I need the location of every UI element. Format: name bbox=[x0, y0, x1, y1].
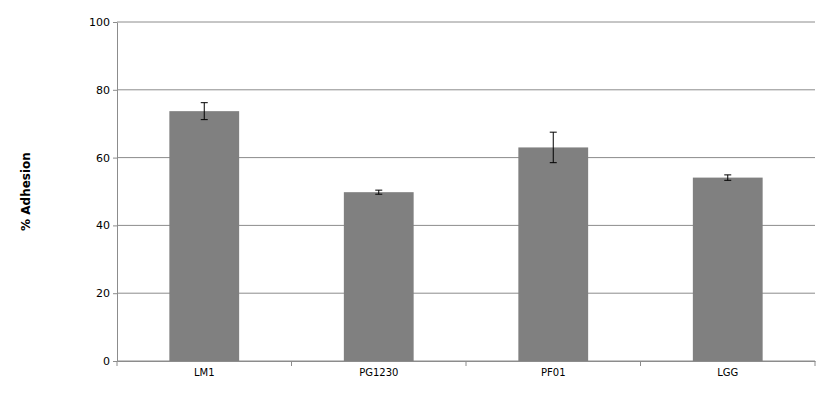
x-separator bbox=[466, 361, 467, 366]
error-bar-line bbox=[724, 175, 731, 180]
x-tick: LGG bbox=[717, 361, 738, 378]
y-tick: 20 bbox=[96, 287, 117, 300]
y-tick-label: 80 bbox=[96, 84, 110, 97]
error-bar bbox=[201, 103, 208, 120]
x-tick: PG1230 bbox=[359, 361, 398, 378]
x-tick: LM1 bbox=[194, 361, 215, 378]
y-tick-label: 40 bbox=[96, 219, 110, 232]
x-tick-label: PF01 bbox=[541, 367, 566, 378]
y-tick-mark bbox=[113, 22, 117, 23]
y-tick-label: 0 bbox=[103, 355, 110, 368]
y-tick: 80 bbox=[96, 84, 117, 97]
y-tick-mark bbox=[113, 293, 117, 294]
x-tick-label: PG1230 bbox=[359, 367, 398, 378]
y-tick: 60 bbox=[96, 152, 117, 165]
y-tick: 100 bbox=[89, 16, 117, 29]
y-tick-mark bbox=[113, 158, 117, 159]
y-tick: 0 bbox=[103, 355, 117, 368]
y-axis-title: % Adhesion bbox=[19, 152, 33, 231]
x-tick-label: LM1 bbox=[194, 367, 215, 378]
error-bar bbox=[724, 175, 731, 180]
bars bbox=[169, 103, 762, 361]
x-tick-label: LGG bbox=[717, 367, 738, 378]
grid-line bbox=[117, 22, 815, 23]
plot: 0 20 40 60 80 100 LM1 PG1230 PF01 LGG bbox=[89, 16, 816, 378]
y-axis: 0 20 40 60 80 100 bbox=[89, 16, 118, 368]
y-tick-label: 20 bbox=[96, 287, 110, 300]
x-separator bbox=[815, 361, 816, 366]
error-bar-line bbox=[375, 190, 382, 194]
grid bbox=[117, 22, 815, 361]
error-bar-line bbox=[201, 103, 208, 120]
x-axis: LM1 PG1230 PF01 LGG bbox=[117, 361, 816, 378]
bar bbox=[693, 178, 763, 361]
x-tick: PF01 bbox=[541, 361, 566, 378]
y-tick-label: 60 bbox=[96, 152, 110, 165]
y-tick-mark bbox=[113, 361, 117, 362]
y-axis-line bbox=[117, 23, 118, 362]
error-bar-line bbox=[550, 132, 557, 163]
error-bar bbox=[375, 190, 382, 194]
y-tick-mark bbox=[113, 90, 117, 91]
x-separator bbox=[640, 361, 641, 366]
y-tick-mark bbox=[113, 225, 117, 226]
x-separators bbox=[117, 361, 815, 366]
error-bar bbox=[550, 132, 557, 163]
y-tick-label: 100 bbox=[89, 16, 110, 29]
bar bbox=[344, 192, 414, 361]
x-separator bbox=[117, 361, 118, 366]
y-tick: 40 bbox=[96, 219, 117, 232]
grid-line bbox=[117, 89, 815, 90]
bar bbox=[518, 147, 588, 361]
x-separator bbox=[291, 361, 292, 366]
chart: 0 20 40 60 80 100 LM1 PG1230 PF01 LGG % Adhesion bbox=[0, 0, 840, 416]
bar bbox=[169, 111, 239, 361]
